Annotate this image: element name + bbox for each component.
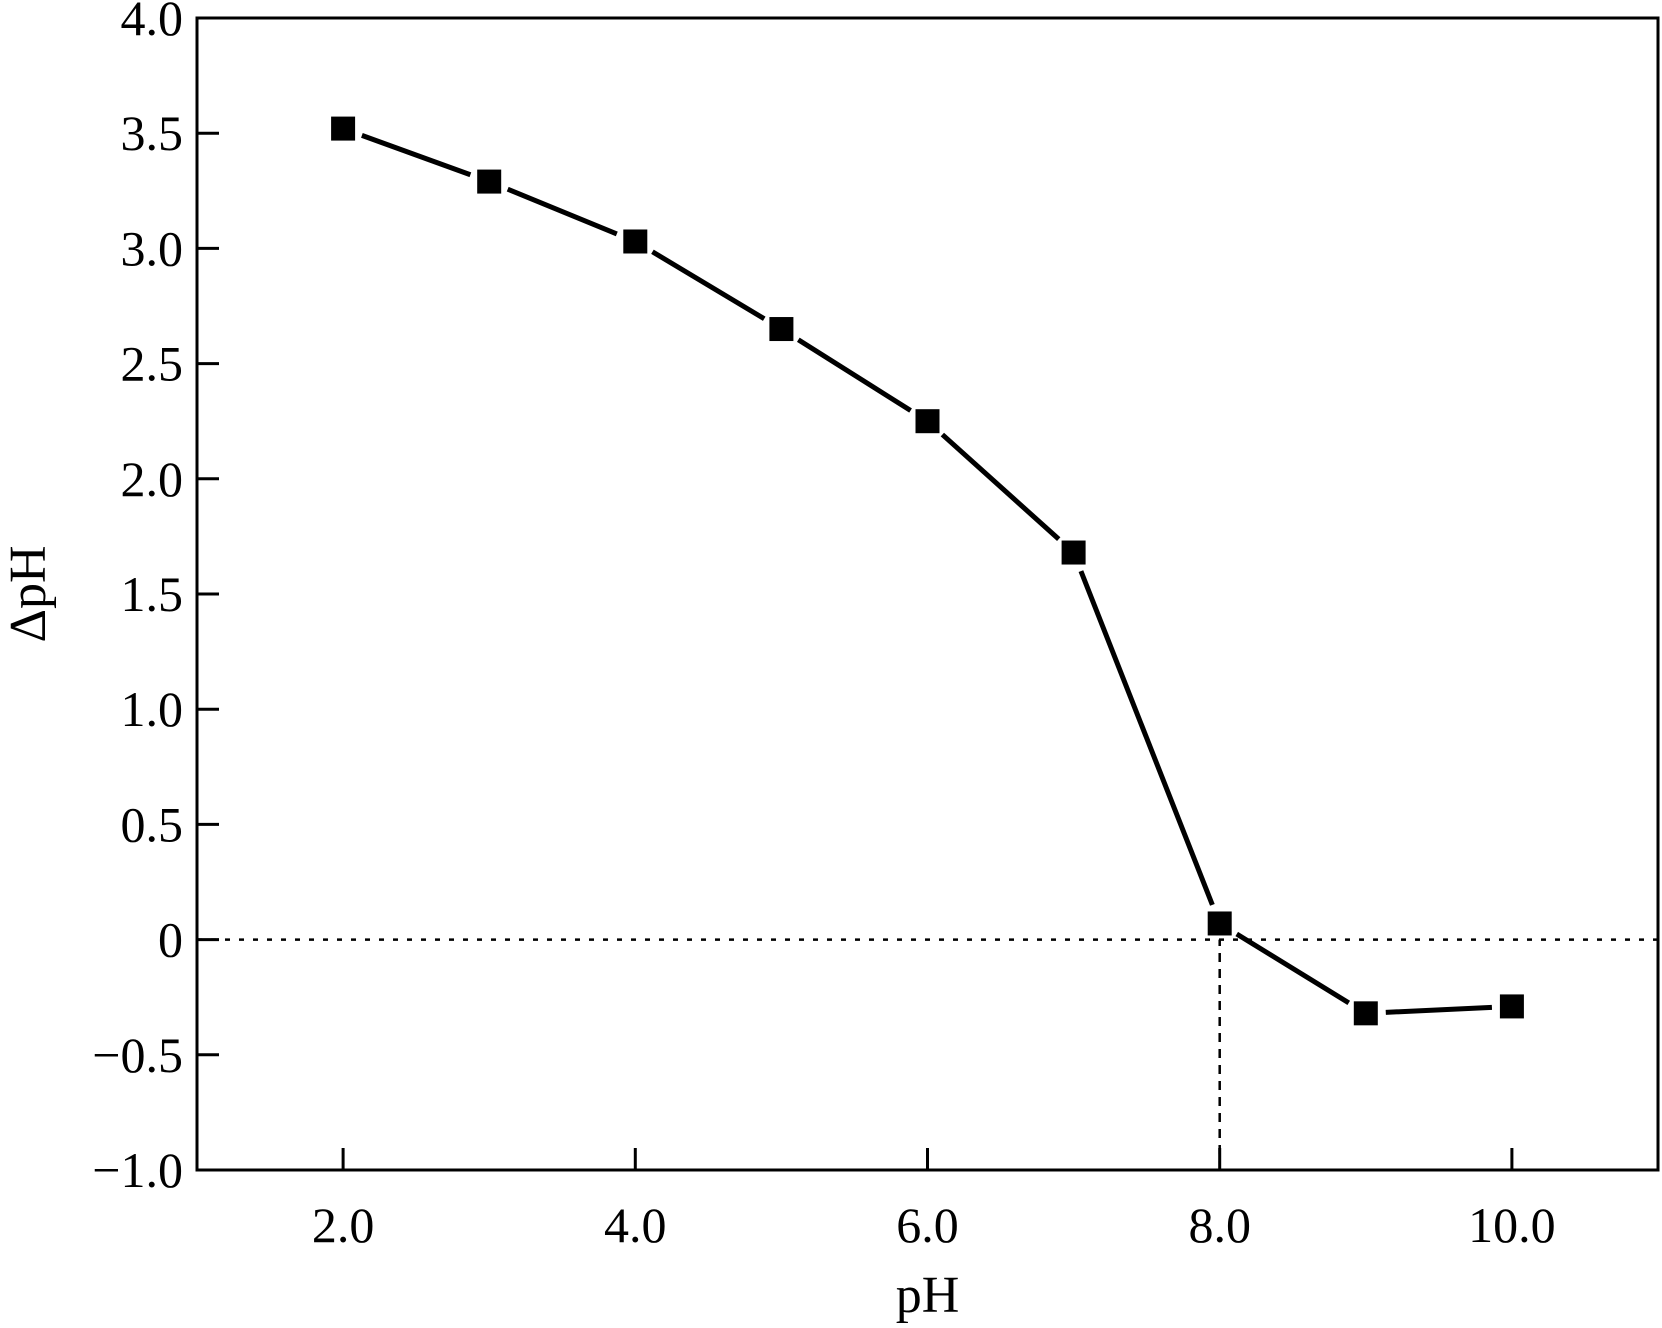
series-line-segment — [1385, 1004, 1493, 1015]
series-line-segment — [1235, 931, 1351, 1005]
x-tick-label: 2.0 — [312, 1197, 375, 1253]
series-line-segment — [651, 249, 766, 321]
data-point-marker — [1061, 540, 1086, 565]
y-axis-label: ΔpH — [0, 546, 57, 643]
series-line-segment — [796, 337, 912, 413]
y-tick-label: 4.0 — [121, 0, 184, 46]
y-tick-label: −0.5 — [92, 1027, 183, 1083]
y-tick-label: 2.5 — [121, 336, 184, 392]
x-tick-label: 8.0 — [1188, 1197, 1251, 1253]
data-point-marker — [1499, 994, 1524, 1019]
y-tick-label: 1.0 — [121, 681, 184, 737]
y-tick-label: 0.5 — [121, 796, 184, 852]
x-tick-label: 10.0 — [1468, 1197, 1556, 1253]
data-point-marker — [623, 229, 648, 254]
series-line-segment — [506, 186, 618, 237]
x-tick-label: 6.0 — [896, 1197, 959, 1253]
y-tick-label: 3.0 — [121, 220, 184, 276]
y-tick-label: −1.0 — [92, 1142, 183, 1198]
x-axis-label: pH — [896, 1267, 960, 1324]
data-point-marker — [1353, 1001, 1378, 1026]
reference-lines — [197, 938, 1658, 1170]
data-point-marker — [915, 409, 940, 434]
data-point-marker — [1207, 911, 1232, 936]
series-line-segment — [361, 133, 472, 178]
data-series — [331, 116, 1524, 1026]
data-point-marker — [331, 116, 356, 141]
data-point-marker — [477, 169, 502, 194]
x-axis: 2.0 4.0 6.0 8.0 10.0 — [312, 1148, 1556, 1253]
y-tick-label: 2.0 — [121, 451, 184, 507]
y-tick-label: 0 — [158, 912, 183, 968]
series-line-segment — [940, 432, 1061, 542]
y-tick-label: 1.5 — [121, 566, 184, 622]
series-line-segment — [1078, 570, 1215, 906]
data-point-marker — [769, 317, 794, 342]
y-axis: −1.0 −0.5 0 0.5 1.0 1.5 2.0 2.5 3.0 3.5 4.0 — [92, 0, 219, 1198]
x-tick-label: 4.0 — [604, 1197, 667, 1253]
plot-frame — [195, 16, 1660, 1172]
y-tick-label: 3.5 — [121, 105, 184, 161]
